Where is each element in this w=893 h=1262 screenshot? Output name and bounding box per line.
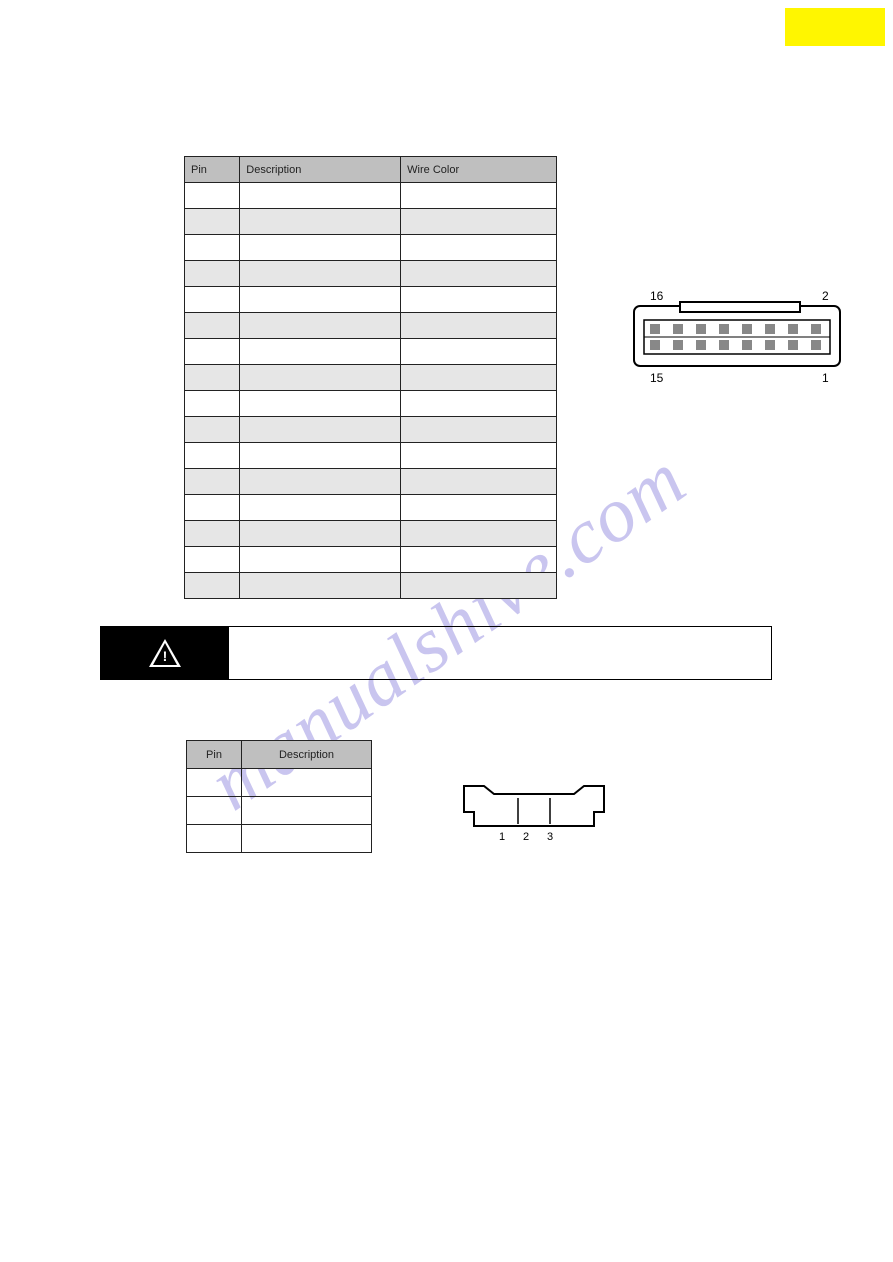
table-a-cell-pin [185, 209, 240, 235]
table-a-cell-desc [240, 339, 401, 365]
table-row [185, 495, 557, 521]
highlight-box [785, 8, 885, 46]
table-b-cell-desc [242, 797, 372, 825]
table-row [185, 391, 557, 417]
table-b-cell-desc [242, 769, 372, 797]
table-a-cell-pin [185, 313, 240, 339]
table-row [185, 365, 557, 391]
table-a-cell-desc [240, 469, 401, 495]
table-a-cell-pin [185, 261, 240, 287]
warning-icon-mark: ! [163, 648, 168, 664]
table-a-cell-desc [240, 417, 401, 443]
table-a-cell-pin [185, 339, 240, 365]
table-row [185, 235, 557, 261]
table-a-cell-desc [240, 521, 401, 547]
table-row [187, 825, 372, 853]
table-a-cell-desc [240, 313, 401, 339]
table-a-cell-color [401, 365, 557, 391]
connector-b-label-1: 1 [499, 831, 505, 843]
table-a-cell-color [401, 261, 557, 287]
table-a-cell-pin [185, 287, 240, 313]
table-row [185, 339, 557, 365]
table-b-cell-pin [187, 769, 242, 797]
table-row [185, 261, 557, 287]
table-row [185, 469, 557, 495]
table-a-cell-color [401, 573, 557, 599]
connector-a-tab [680, 302, 800, 312]
table-b-header-pin: Pin [187, 741, 242, 769]
table-a-header-pin: Pin [185, 157, 240, 183]
connector-b-label-2: 2 [523, 831, 529, 843]
table-a-cell-color [401, 235, 557, 261]
table-a-cell-pin [185, 547, 240, 573]
table-a-cell-desc [240, 547, 401, 573]
table-a-cell-color [401, 287, 557, 313]
table-a-cell-color [401, 547, 557, 573]
table-a-cell-pin [185, 495, 240, 521]
table-a-cell-desc [240, 365, 401, 391]
table-row [185, 443, 557, 469]
connector-a-label-2: 2 [822, 289, 829, 303]
table-row [187, 769, 372, 797]
table-a-cell-pin [185, 235, 240, 261]
table-a-cell-pin [185, 573, 240, 599]
connector-b-figure: 1 2 3 [454, 780, 614, 850]
table-a-cell-desc [240, 209, 401, 235]
table-a-cell-pin [185, 183, 240, 209]
table-row [185, 573, 557, 599]
table-row [185, 313, 557, 339]
table-a-cell-color [401, 339, 557, 365]
table-a-cell-desc [240, 391, 401, 417]
table-a-cell-desc [240, 183, 401, 209]
table-a-cell-desc [240, 261, 401, 287]
warning-badge: ! [101, 627, 229, 679]
table-a-cell-desc [240, 573, 401, 599]
table-a-cell-pin [185, 365, 240, 391]
table-a-cell-pin [185, 391, 240, 417]
connector-b-label-3: 3 [547, 831, 553, 843]
connector-a-figure: 16 2 15 1 [630, 288, 844, 388]
table-a-cell-color [401, 469, 557, 495]
table-a-cell-color [401, 391, 557, 417]
connector-b-shell [464, 786, 604, 826]
table-b-cell-pin [187, 797, 242, 825]
table-row [187, 797, 372, 825]
connector-a-pin-table: Pin Description Wire Color [184, 156, 557, 599]
table-b-cell-pin [187, 825, 242, 853]
table-a-cell-desc [240, 235, 401, 261]
connector-a-label-1: 1 [822, 371, 829, 385]
table-a-header-color: Wire Color [401, 157, 557, 183]
warning-icon: ! [147, 637, 183, 669]
table-a-cell-color [401, 521, 557, 547]
table-a-header-desc: Description [240, 157, 401, 183]
table-b-cell-desc [242, 825, 372, 853]
table-a-cell-pin [185, 443, 240, 469]
table-a-cell-desc [240, 443, 401, 469]
table-a-cell-color [401, 495, 557, 521]
table-a-cell-color [401, 417, 557, 443]
table-a-cell-desc [240, 495, 401, 521]
table-a-cell-desc [240, 287, 401, 313]
table-a-cell-color [401, 313, 557, 339]
connector-a-label-15: 15 [650, 371, 664, 385]
table-a-cell-color [401, 209, 557, 235]
table-b-header-desc: Description [242, 741, 372, 769]
table-a-cell-color [401, 183, 557, 209]
table-row [185, 183, 557, 209]
table-a-cell-pin [185, 417, 240, 443]
table-a-cell-pin [185, 521, 240, 547]
warning-box: ! [100, 626, 772, 680]
table-row [185, 209, 557, 235]
table-row [185, 547, 557, 573]
table-row [185, 287, 557, 313]
table-row [185, 521, 557, 547]
warning-text [229, 627, 771, 679]
table-a-cell-pin [185, 469, 240, 495]
table-a-cell-color [401, 443, 557, 469]
connector-a-label-16: 16 [650, 289, 664, 303]
table-row [185, 417, 557, 443]
connector-b-pin-table: Pin Description [186, 740, 372, 853]
